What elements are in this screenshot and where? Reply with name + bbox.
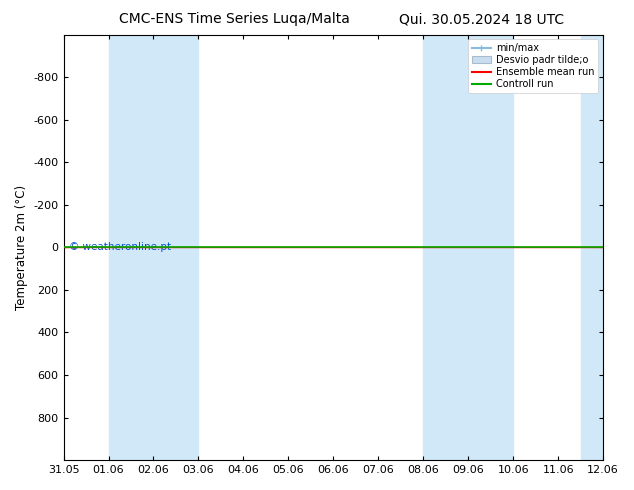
Bar [581, 35, 603, 460]
Bar [469, 35, 513, 460]
Bar [153, 35, 198, 460]
Y-axis label: Temperature 2m (°C): Temperature 2m (°C) [15, 185, 28, 310]
Bar [108, 35, 153, 460]
Bar [424, 35, 469, 460]
Legend: min/max, Desvio padr tilde;o, Ensemble mean run, Controll run: min/max, Desvio padr tilde;o, Ensemble m… [468, 40, 598, 93]
Text: Qui. 30.05.2024 18 UTC: Qui. 30.05.2024 18 UTC [399, 12, 564, 26]
Text: © weatheronline.pt: © weatheronline.pt [69, 243, 171, 252]
Text: CMC-ENS Time Series Luqa/Malta: CMC-ENS Time Series Luqa/Malta [119, 12, 350, 26]
